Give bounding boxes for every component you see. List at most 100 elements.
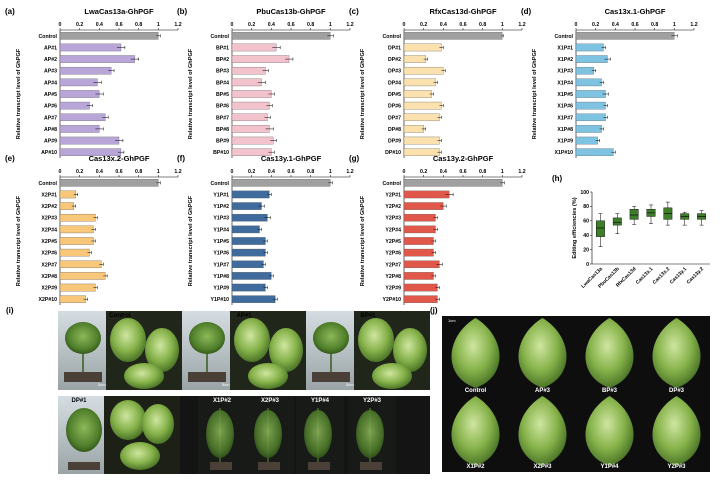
category-label: X2P#3 [41, 216, 57, 222]
bar-X1P#3 [575, 66, 594, 75]
bar-panel-d: (d) Cas13x.1-GhPGF 0 0.2 0.4 0.6 0.8 1 1.2 Contro… [521, 7, 698, 158]
category-label: X1P#9 [557, 139, 573, 145]
x-tick-label: 1 [501, 22, 504, 28]
boll-photo-Y1P#4: Y1P#4 [585, 396, 634, 470]
bar-AP#9 [59, 136, 120, 145]
category-label: Y1P#1 [213, 192, 229, 198]
bar-Control [231, 179, 331, 187]
y-axis-label: Relative transcript level of GhPGF [532, 48, 538, 139]
plant-foliage [313, 322, 349, 354]
photo-label: X2P#3 [261, 398, 280, 404]
plant-foliage [356, 410, 384, 458]
x-tick-label: 1 [157, 169, 160, 175]
boll-photo-BP#3: BP#3 [585, 318, 634, 394]
boll [234, 318, 270, 362]
panel-letter-h: (h) [552, 174, 563, 183]
category-label: X1P#2 [557, 57, 573, 63]
category-label: AP#2 [44, 57, 57, 63]
x-tick-label: 0.2 [248, 169, 255, 175]
bar-Control [59, 32, 159, 40]
category-label: Control [39, 181, 58, 187]
x-tick-label: 0.6 [287, 22, 294, 28]
pot [64, 372, 102, 382]
category-label: Y1P#3 [213, 216, 229, 222]
category-label: DP#2 [388, 57, 401, 63]
photo-label: Y1P#4 [311, 398, 330, 404]
x-tick-label: 1 [329, 22, 332, 28]
bar-DP#4 [403, 78, 436, 87]
x-tick-label: 0.8 [307, 169, 314, 175]
y-axis-label: Relative transcript level of GhPGF [360, 48, 366, 139]
bar-BP#2 [231, 55, 290, 63]
category-label: AP#3 [44, 69, 57, 75]
bar-X1P#8 [575, 125, 602, 133]
category-label: Y1P#2 [213, 204, 229, 210]
y-tick-label: 20 [583, 247, 589, 253]
photo-tile-Control: Control 5cm [58, 311, 182, 390]
x-tick-label: 1.2 [174, 169, 181, 175]
panel-letter-f: (f) [177, 154, 185, 163]
category-label: Y2P#5 [385, 239, 401, 245]
box-body [612, 217, 622, 226]
category-label: BP#5 [216, 92, 229, 98]
chart-title-e: Cas13x.2-GhPGF [89, 154, 150, 163]
x-tick-label: 1.2 [346, 22, 353, 28]
x-tick-label: 1 [157, 22, 160, 28]
category-label: Y1P#7 [213, 262, 229, 268]
boll-photo-X1P#2: X1P#2 [451, 396, 500, 470]
category-label: Cas13y.1 [669, 266, 688, 285]
plant-foliage [189, 322, 225, 354]
bar-Y1P#7 [231, 260, 264, 269]
category-label: Y2P#4 [385, 227, 401, 233]
bar-Y1P#10 [231, 295, 276, 303]
x-tick-label: 0.4 [440, 22, 447, 28]
boll-photo-X2P#3: X2P#3 [518, 396, 567, 470]
category-label: DP#10 [385, 150, 401, 156]
x-tick-label: 1.2 [518, 22, 525, 28]
bar-DP#7 [403, 113, 440, 122]
category-label: Y1P#8 [213, 274, 229, 280]
bar-Y2P#7 [403, 260, 440, 269]
category-label: DP#1 [388, 45, 401, 51]
bar-X2P#5 [59, 237, 94, 245]
y-axis-label: Relative transcript level of GhPGF [188, 195, 194, 286]
x-tick-label: 0.4 [268, 22, 275, 28]
x-tick-label: 0.2 [592, 22, 599, 28]
photo-row-bottom: DP#1 X1P#2 X2P#3 Y1P#4 Y2P#3 [58, 396, 430, 474]
category-label: DP#6 [388, 104, 401, 110]
bar-panel-c: (c) RfxCas13d-GhPGF 0 0.2 0.4 0.6 0.8 1 1.2 Contr… [349, 7, 526, 158]
y-tick-label: 60 [583, 219, 589, 225]
bar-X2P#10 [59, 295, 86, 303]
boll [142, 404, 174, 444]
x-tick-label: 0.4 [268, 169, 275, 175]
bar-Y1P#3 [231, 213, 268, 222]
bar-DP#6 [403, 101, 442, 110]
panel-letter-e: (e) [5, 154, 15, 163]
bar-AP#6 [59, 101, 90, 110]
bar-Y2P#3 [403, 213, 436, 222]
category-label: BP#8 [216, 127, 229, 133]
chart-title-b: PbuCas13b-GhPGF [256, 7, 326, 16]
bar-Y2P#8 [403, 272, 434, 280]
bar-BP#1 [231, 43, 277, 52]
category-label: Control [39, 34, 58, 40]
x-tick-label: 0.4 [440, 169, 447, 175]
photo-label: AP#3 [535, 388, 551, 394]
category-label: AP#6 [44, 104, 57, 110]
category-label: Y2P#1 [385, 192, 401, 198]
bar-Y2P#1 [403, 190, 450, 199]
category-label: AP#1 [44, 45, 57, 51]
category-label: Y1P#9 [213, 286, 229, 292]
category-label: BP#1 [216, 45, 229, 51]
y-axis-label: Relative transcript level of GhPGF [188, 48, 194, 139]
y-axis-label: Relative transcript level of GhPGF [16, 195, 22, 286]
x-tick-label: 0.6 [287, 169, 294, 175]
bar-Y1P#9 [231, 283, 266, 292]
bar-Control [403, 179, 503, 187]
category-label: BP#9 [216, 139, 229, 145]
bar-X1P#7 [575, 113, 606, 122]
category-label: AP#7 [44, 115, 57, 121]
x-tick-label: 0.8 [479, 22, 486, 28]
category-label: X1P#8 [557, 127, 573, 133]
category-label: X1P#4 [557, 80, 573, 86]
